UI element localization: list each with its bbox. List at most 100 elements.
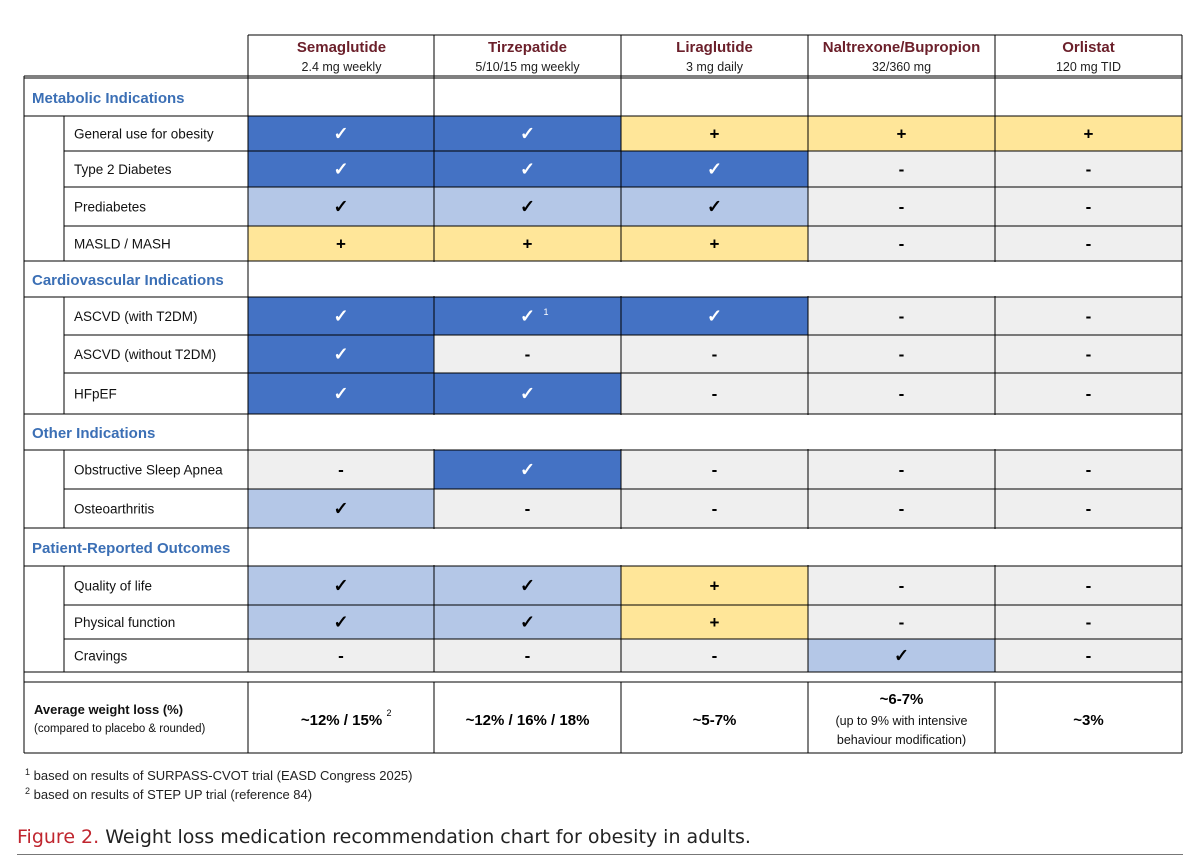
cell-grey [808, 373, 995, 414]
dash-mark: - [1086, 198, 1092, 217]
weight-loss-value: ~12% / 15% [301, 712, 382, 729]
dash-mark: - [1086, 307, 1092, 326]
cell-grey [995, 297, 1182, 335]
footnote-2-mark: 2 [25, 786, 31, 796]
dash-mark: - [899, 307, 905, 326]
dash-mark: - [712, 385, 718, 404]
dash-mark: - [1086, 500, 1092, 519]
dash-mark: - [712, 647, 718, 666]
cell-dark-blue [434, 373, 621, 414]
row-label: Type 2 Diabetes [74, 162, 172, 177]
check-mark: ✓ [333, 306, 348, 326]
dash-mark: - [1086, 385, 1092, 404]
cell-grey [808, 489, 995, 528]
cell-light-blue [434, 605, 621, 639]
cell-grey [434, 335, 621, 373]
section-title: Cardiovascular Indications [32, 272, 224, 289]
dash-mark: - [525, 647, 531, 666]
dash-mark: - [712, 345, 718, 364]
cell-grey [808, 297, 995, 335]
weight-loss-note: behaviour modification) [837, 733, 966, 747]
cell-dark-blue [248, 151, 434, 187]
check-mark: ✓ [520, 460, 535, 480]
plus-mark: + [523, 235, 533, 254]
cell-light-blue [808, 639, 995, 672]
cell-yellow [621, 605, 808, 639]
footnote-1: 1 based on results of SURPASS-CVOT trial… [25, 767, 413, 783]
dash-mark: - [1086, 577, 1092, 596]
figure-caption: Figure 2. Weight loss medication recomme… [17, 826, 751, 848]
check-mark: ✓ [894, 646, 909, 666]
cell-grey [995, 151, 1182, 187]
cell-grey [621, 373, 808, 414]
plus-mark: + [710, 235, 720, 254]
column-dose-3: 3 mg daily [686, 60, 744, 74]
dash-mark: - [1086, 613, 1092, 632]
cell-light-blue [621, 187, 808, 226]
row-label: HFpEF [74, 387, 117, 402]
cell-dark-blue [434, 450, 621, 489]
cell-grey [808, 450, 995, 489]
row-label: General use for obesity [74, 127, 214, 142]
check-mark: ✓ [333, 197, 348, 217]
check-mark: ✓ [333, 499, 348, 519]
footnote-2: 2 based on results of STEP UP trial (ref… [25, 786, 313, 802]
check-mark: ✓ [520, 612, 535, 632]
row-label: Osteoarthritis [74, 502, 155, 517]
column-dose-1: 2.4 mg weekly [302, 60, 383, 74]
dash-mark: - [338, 461, 344, 480]
cell-dark-blue [434, 151, 621, 187]
section-title: Metabolic Indications [32, 90, 185, 107]
row-label: Obstructive Sleep Apnea [74, 463, 223, 478]
weight-loss-note: (up to 9% with intensive [835, 714, 967, 728]
cell-light-blue [248, 489, 434, 528]
plus-mark: + [1084, 125, 1094, 144]
cell-yellow [995, 116, 1182, 151]
cell-light-blue [434, 566, 621, 605]
dash-mark: - [525, 345, 531, 364]
footnote-1-text: based on results of SURPASS-CVOT trial (… [33, 768, 413, 783]
check-mark: ✓ [333, 612, 348, 632]
cell-grey [808, 335, 995, 373]
cell-grey [995, 373, 1182, 414]
section-title: Other Indications [32, 425, 155, 442]
plus-mark: + [336, 235, 346, 254]
weight-loss-value: ~3% [1073, 712, 1103, 729]
check-mark: ✓ [520, 576, 535, 596]
row-label: Cravings [74, 649, 128, 664]
dash-mark: - [1086, 461, 1092, 480]
cell-yellow [621, 226, 808, 261]
check-mark: ✓ [333, 384, 348, 404]
weight-loss-label: Average weight loss (%) [34, 702, 183, 717]
cell-grey [995, 566, 1182, 605]
cell-grey [995, 226, 1182, 261]
dash-mark: - [712, 461, 718, 480]
section-title-row [249, 415, 1181, 449]
dash-mark: - [899, 461, 905, 480]
cell-grey [995, 489, 1182, 528]
footnote-2-text: based on results of STEP UP trial (refer… [33, 787, 313, 802]
dash-mark: - [899, 613, 905, 632]
cell-yellow [808, 116, 995, 151]
cell-dark-blue [248, 297, 434, 335]
cell-grey [995, 335, 1182, 373]
dash-mark: - [525, 500, 531, 519]
cell-grey [248, 639, 434, 672]
footnote-superscript: 1 [544, 307, 549, 317]
cell-grey [621, 639, 808, 672]
check-mark: ✓ [520, 384, 535, 404]
cell-grey [248, 450, 434, 489]
cell-grey [621, 335, 808, 373]
dash-mark: - [1086, 235, 1092, 254]
column-dose-5: 120 mg TID [1056, 60, 1121, 74]
check-mark: ✓ [707, 159, 722, 179]
column-header-5: Orlistat [1062, 39, 1115, 56]
dash-mark: - [1086, 345, 1092, 364]
dash-mark: - [899, 160, 905, 179]
section-title-row [249, 529, 1181, 565]
dash-mark: - [899, 500, 905, 519]
cell-light-blue [248, 605, 434, 639]
cell-dark-blue [248, 373, 434, 414]
check-mark: ✓ [520, 159, 535, 179]
dash-mark: - [1086, 647, 1092, 666]
